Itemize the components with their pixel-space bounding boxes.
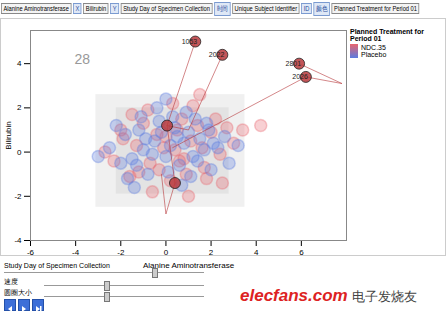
html-text:Bilirubin: Bilirubin [85,5,107,12]
html-text:速度: 速度 [4,278,18,285]
svg-text:-4: -4 [72,248,80,257]
svg-text:0: 0 [164,248,169,257]
svg-text:2: 2 [17,103,22,112]
svg-text:Bilirubin: Bilirubin [4,121,13,149]
html-text:Alanine Aminotransferase: Alanine Aminotransferase [3,5,69,12]
html-text:Planned Treatment for Period 0: Planned Treatment for Period 01 [334,5,417,12]
svg-text:4: 4 [17,59,22,68]
svg-text:2801: 2801 [286,60,302,67]
html-text:颜色: 颜色 [316,5,328,12]
svg-text:2: 2 [209,248,214,257]
svg-text:-2: -2 [117,248,125,257]
svg-text:28: 28 [75,51,91,67]
svg-text:1053: 1053 [182,38,198,45]
html-text:ID: ID [303,5,310,12]
html-text:X: X [75,5,80,12]
html-text:elecfans.com 电子发烧友: elecfans.com 电子发烧友 [240,286,417,305]
svg-text:4: 4 [254,248,259,257]
svg-text:0: 0 [17,148,22,157]
svg-text:Alanine Aminotransferase: Alanine Aminotransferase [142,260,235,270]
html-text:Placebo: Placebo [361,51,387,58]
html-text:Unique Subject Identifier: Unique Subject Identifier [234,5,298,12]
html-text:Y: Y [112,5,117,12]
svg-text:-2: -2 [14,192,22,201]
svg-text:-6: -6 [27,248,35,257]
html-text:圆圈大小: 圆圈大小 [4,289,32,296]
html-text:时间: 时间 [216,5,228,12]
svg-text:2022: 2022 [209,51,225,58]
svg-text:-4: -4 [14,236,22,245]
html-text:Planned Treatment for Period 0: Planned Treatment for Period 01 [350,28,424,42]
svg-text:2026: 2026 [292,73,308,80]
html-text:Study Day of Specimen Collecti: Study Day of Specimen Collection [123,5,210,12]
svg-text:6: 6 [299,248,304,257]
html-text:NDC.35: NDC.35 [361,44,386,51]
html-text:Study Day of Specimen Collecti: Study Day of Specimen Collection [4,262,110,269]
